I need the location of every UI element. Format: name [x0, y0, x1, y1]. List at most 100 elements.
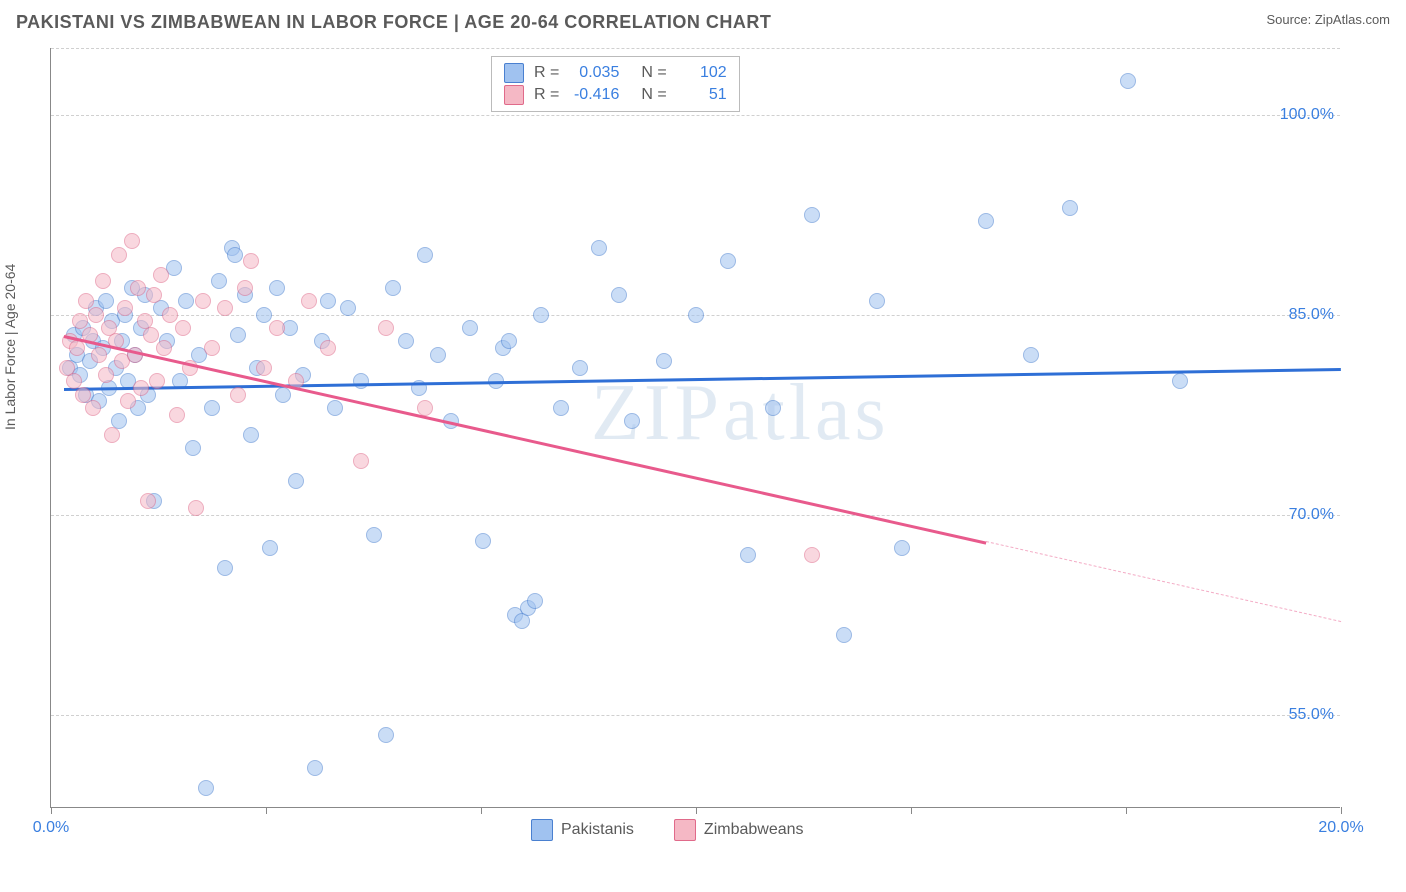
data-point-zimbabweans [243, 253, 259, 269]
source-label: Source: ZipAtlas.com [1266, 12, 1390, 27]
tick-x [1341, 807, 1342, 814]
data-point-zimbabweans [804, 547, 820, 563]
data-point-pakistanis [1172, 373, 1188, 389]
data-point-pakistanis [688, 307, 704, 323]
data-point-pakistanis [217, 560, 233, 576]
data-point-pakistanis [462, 320, 478, 336]
data-point-zimbabweans [104, 427, 120, 443]
data-point-zimbabweans [91, 347, 107, 363]
data-point-pakistanis [501, 333, 517, 349]
stats-row: R =0.035N =102 [504, 63, 727, 83]
data-point-zimbabweans [269, 320, 285, 336]
data-point-pakistanis [430, 347, 446, 363]
tick-x [911, 807, 912, 814]
data-point-zimbabweans [217, 300, 233, 316]
data-point-zimbabweans [140, 493, 156, 509]
stat-r-label: R = [534, 86, 559, 104]
data-point-pakistanis [765, 400, 781, 416]
data-point-pakistanis [553, 400, 569, 416]
stat-n-value: 102 [677, 64, 727, 82]
legend-swatch [504, 85, 524, 105]
data-point-pakistanis [624, 413, 640, 429]
stat-n-label: N = [641, 86, 666, 104]
stat-r-value: -0.416 [569, 86, 619, 104]
data-point-zimbabweans [320, 340, 336, 356]
data-point-pakistanis [327, 400, 343, 416]
data-point-zimbabweans [124, 233, 140, 249]
data-point-zimbabweans [230, 387, 246, 403]
data-point-pakistanis [178, 293, 194, 309]
data-point-zimbabweans [162, 307, 178, 323]
data-point-pakistanis [385, 280, 401, 296]
data-point-pakistanis [720, 253, 736, 269]
data-point-pakistanis [211, 273, 227, 289]
data-point-zimbabweans [130, 280, 146, 296]
stats-box: R = 0.035 N = 102 R = -0.416 N = 51 [491, 56, 740, 112]
data-point-pakistanis [591, 240, 607, 256]
data-point-pakistanis [256, 307, 272, 323]
tick-x [1126, 807, 1127, 814]
data-point-pakistanis [475, 533, 491, 549]
gridline-h [51, 515, 1340, 516]
data-point-zimbabweans [256, 360, 272, 376]
data-point-pakistanis [204, 400, 220, 416]
tick-x [51, 807, 52, 814]
data-point-zimbabweans [188, 500, 204, 516]
data-point-pakistanis [262, 540, 278, 556]
data-point-zimbabweans [378, 320, 394, 336]
legend-swatch [674, 819, 696, 841]
legend: Pakistanis Zimbabweans [531, 819, 804, 841]
legend-item: Pakistanis [531, 819, 634, 841]
data-point-pakistanis [1023, 347, 1039, 363]
data-point-zimbabweans [301, 293, 317, 309]
data-point-zimbabweans [111, 247, 127, 263]
stat-r-value: 0.035 [569, 64, 619, 82]
data-point-pakistanis [288, 473, 304, 489]
data-point-zimbabweans [169, 407, 185, 423]
gridline-h [51, 715, 1340, 716]
trend-line-ext-zimbabweans [986, 541, 1341, 622]
data-point-pakistanis [1120, 73, 1136, 89]
data-point-zimbabweans [117, 300, 133, 316]
stats-row: R = -0.416 N = 51 [504, 85, 727, 105]
legend-label: Pakistanis [561, 821, 634, 839]
data-point-pakistanis [366, 527, 382, 543]
ytick-label: 55.0% [1289, 706, 1334, 724]
gridline-h [51, 48, 1340, 49]
data-point-pakistanis [527, 593, 543, 609]
data-point-pakistanis [869, 293, 885, 309]
data-point-zimbabweans [85, 400, 101, 416]
data-point-pakistanis [185, 440, 201, 456]
tick-x [266, 807, 267, 814]
data-point-zimbabweans [133, 380, 149, 396]
data-point-zimbabweans [149, 373, 165, 389]
data-point-zimbabweans [237, 280, 253, 296]
data-point-pakistanis [398, 333, 414, 349]
data-point-pakistanis [243, 427, 259, 443]
tick-x [696, 807, 697, 814]
data-point-zimbabweans [120, 393, 136, 409]
data-point-pakistanis [804, 207, 820, 223]
data-point-zimbabweans [146, 287, 162, 303]
xtick-label: 0.0% [33, 819, 69, 837]
y-axis-label: In Labor Force | Age 20-64 [2, 264, 18, 430]
data-point-pakistanis [894, 540, 910, 556]
data-point-zimbabweans [143, 327, 159, 343]
data-point-pakistanis [1062, 200, 1078, 216]
data-point-zimbabweans [69, 340, 85, 356]
ytick-label: 85.0% [1289, 306, 1334, 324]
stat-n-value: 51 [677, 86, 727, 104]
legend-item: Zimbabweans [674, 819, 804, 841]
data-point-zimbabweans [353, 453, 369, 469]
data-point-pakistanis [340, 300, 356, 316]
data-point-pakistanis [656, 353, 672, 369]
data-point-zimbabweans [195, 293, 211, 309]
data-point-zimbabweans [153, 267, 169, 283]
data-point-pakistanis [320, 293, 336, 309]
stat-n-label: N = [641, 64, 666, 82]
data-point-pakistanis [378, 727, 394, 743]
data-point-zimbabweans [175, 320, 191, 336]
data-point-pakistanis [275, 387, 291, 403]
chart-title: PAKISTANI VS ZIMBABWEAN IN LABOR FORCE |… [16, 12, 771, 33]
data-point-pakistanis [269, 280, 285, 296]
